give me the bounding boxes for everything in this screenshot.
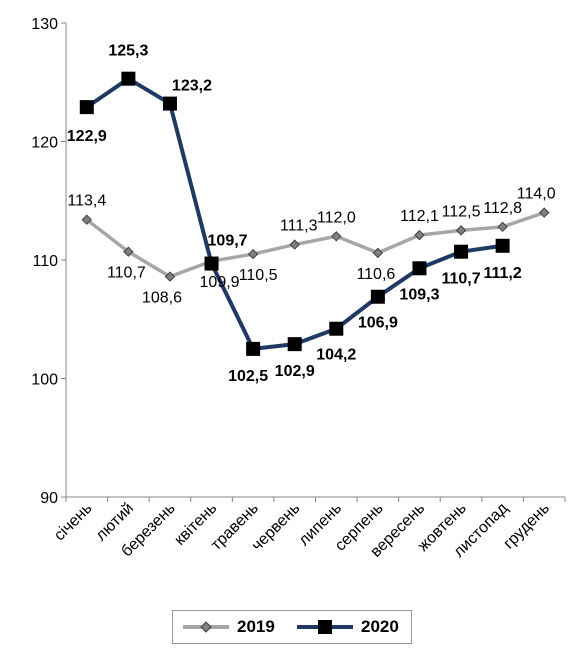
data-label-2020: 110,7 (441, 271, 480, 288)
point-2020 (204, 256, 219, 271)
data-label-2020: 109,7 (208, 233, 248, 250)
point-2019 (497, 221, 508, 233)
data-label-2020: 123,2 (172, 78, 212, 95)
point-2019 (247, 248, 259, 260)
series-2019 (81, 207, 550, 282)
legend-item-2019: 2019 (181, 611, 275, 643)
legend-marker-2019 (183, 621, 229, 633)
point-2020 (454, 244, 469, 259)
data-label-2019: 110,6 (356, 266, 395, 283)
data-label-2019: 111,3 (280, 218, 318, 235)
data-label-2019: 112,5 (442, 203, 481, 220)
point-2019 (81, 214, 92, 225)
point-2019 (331, 231, 342, 242)
legend-marker-2020 (297, 620, 353, 634)
axes: 90100110120130січеньлютийберезеньквітень… (31, 16, 566, 561)
legend-label-2019: 2019 (237, 617, 275, 636)
legend: 2019 2020 (172, 610, 412, 644)
data-label-2020: 104,2 (316, 347, 356, 364)
point-2019 (455, 225, 467, 236)
y-tick-label: 110 (32, 253, 58, 270)
data-label-2020: 122,9 (67, 128, 107, 145)
y-tick-label: 100 (31, 372, 58, 389)
data-label-2019: 112,0 (317, 209, 356, 226)
y-tick-label: 130 (31, 16, 58, 33)
data-label-2019: 110,5 (239, 267, 278, 284)
data-label-2019: 109,9 (200, 274, 240, 291)
point-2019 (414, 229, 425, 241)
x-tick-label: грудень (500, 500, 553, 553)
data-label-2020: 106,9 (358, 315, 398, 332)
series-line-2020 (85, 76, 503, 351)
y-tick-label: 90 (40, 490, 58, 507)
point-2020 (329, 321, 344, 336)
point-2020 (287, 337, 302, 352)
point-2020 (79, 100, 94, 115)
data-label-2020: 111,2 (483, 265, 521, 282)
point-2020 (370, 289, 385, 304)
point-2019 (164, 271, 176, 282)
point-2020 (121, 71, 136, 86)
data-labels: 113,4 110,7 108,6 109,9 110,5 111,3 112,0 110,6… (67, 43, 556, 385)
y-tick-label: 120 (31, 135, 58, 152)
data-label-2020: 102,5 (228, 368, 268, 385)
point-2020 (495, 238, 510, 253)
data-label-2019: 113,4 (67, 193, 106, 210)
point-2019 (372, 247, 384, 259)
legend-item-2020: 2020 (295, 611, 399, 643)
data-label-2019: 114,0 (517, 186, 556, 203)
point-2020 (246, 341, 261, 356)
data-label-2019: 112,8 (483, 200, 522, 217)
point-2019 (123, 246, 134, 257)
data-label-2020: 102,9 (275, 363, 315, 380)
point-2019 (539, 207, 550, 218)
legend-label-2020: 2020 (361, 617, 399, 636)
data-label-2019: 112,1 (400, 208, 439, 225)
data-label-2020: 109,3 (399, 286, 439, 303)
data-label-2019: 108,6 (142, 290, 182, 307)
data-label-2020: 125,3 (108, 43, 148, 60)
data-label-2019: 110,7 (107, 265, 146, 282)
series-line-2019 (85, 210, 545, 279)
series-2020 (79, 71, 510, 356)
point-2019 (289, 239, 300, 250)
point-2020 (162, 96, 177, 111)
point-2020 (412, 261, 427, 276)
